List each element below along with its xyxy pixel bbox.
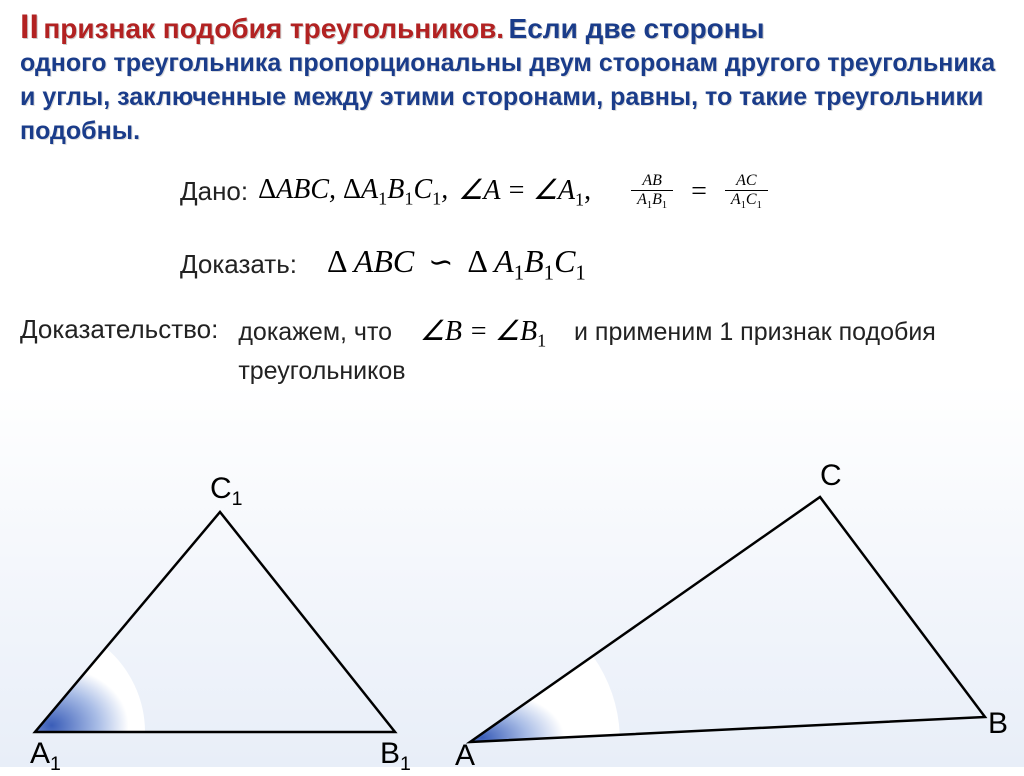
vertex-label: C xyxy=(820,459,842,493)
frac-den: A1B1 xyxy=(631,190,673,211)
sub: 1 xyxy=(432,189,441,209)
proof-label: Доказательство: xyxy=(20,312,218,345)
sub: 1 xyxy=(378,189,387,209)
equals: = xyxy=(683,176,715,208)
frac-num: AB xyxy=(631,172,673,190)
prove-row: Доказать: Δ ABC ∽ Δ A1B1C1 xyxy=(0,237,1024,291)
theorem-body: одного треугольника пропорциональны двум… xyxy=(0,47,1024,148)
frac-den: A1C1 xyxy=(725,190,768,211)
d-a: A xyxy=(637,191,647,208)
sub: 1 xyxy=(757,200,762,211)
angle-eq: ∠A = ∠A xyxy=(458,175,575,206)
title-red: признак подобия треугольников. xyxy=(43,13,504,44)
vertex-label: A xyxy=(455,739,475,773)
comma: , xyxy=(584,175,591,206)
tri-abc: ABC, xyxy=(276,174,343,205)
sub: 1 xyxy=(537,330,546,350)
vertex-label: B1 xyxy=(380,737,411,776)
d-b: B xyxy=(652,191,662,208)
comma: , xyxy=(441,174,448,205)
roman-numeral: II xyxy=(20,8,39,46)
tri2-a: A xyxy=(361,174,378,205)
given-angle: ∠A = ∠A1, xyxy=(458,173,591,211)
fraction-1: AB A1B1 xyxy=(631,172,673,211)
proof-angle: ∠B = ∠B xyxy=(420,316,537,347)
proof-row: Доказательство: докажем, что ∠B = ∠B1 и … xyxy=(0,308,1024,393)
tri2-b: B xyxy=(387,174,404,205)
fraction-2: AC A1C1 xyxy=(725,172,768,211)
tri2-c: C xyxy=(413,174,432,205)
sub: 1 xyxy=(514,262,524,285)
frac-num: AC xyxy=(725,172,768,190)
given-label: Дано: xyxy=(180,176,248,207)
sub: 1 xyxy=(662,200,667,211)
prove-expr: Δ ABC ∽ Δ A1B1C1 xyxy=(327,243,586,285)
triangles-svg xyxy=(0,457,1024,767)
tri-abc: ABC xyxy=(354,243,414,279)
d-c: C xyxy=(746,191,757,208)
title-blue-start: Если две стороны xyxy=(509,13,765,44)
proof-t1: докажем, что xyxy=(238,318,392,346)
given-row: Дано: ΔABC, ΔA1B1C1, ∠A = ∠A1, AB A1B1 =… xyxy=(0,166,1024,217)
sub: 1 xyxy=(544,262,554,285)
proof-text: докажем, что ∠B = ∠B1 и применим 1 призн… xyxy=(238,312,1004,389)
tri2-c: C xyxy=(554,243,575,279)
tri2-b: B xyxy=(524,243,544,279)
tri2-a: A xyxy=(494,243,514,279)
sub: 1 xyxy=(575,190,584,210)
vertex-label: B xyxy=(988,707,1008,741)
given-triangles: ΔABC, ΔA1B1C1, xyxy=(258,174,448,210)
vertex-label: C1 xyxy=(210,472,243,511)
sub: 1 xyxy=(575,262,585,285)
vertex-label: A1 xyxy=(30,737,61,776)
theorem-header: II признак подобия треугольников. Если д… xyxy=(0,0,1024,47)
similar-icon: ∽ xyxy=(422,246,459,279)
prove-label: Доказать: xyxy=(180,249,297,280)
d-a: A xyxy=(731,191,741,208)
